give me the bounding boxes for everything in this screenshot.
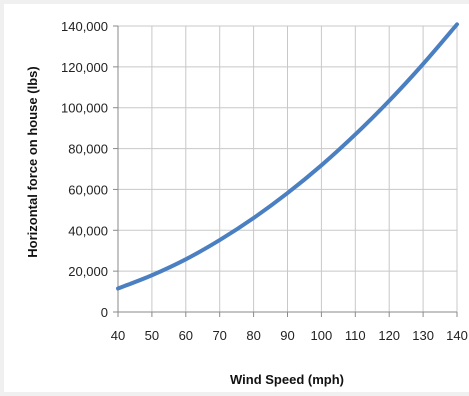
x-tick-label: 50 — [145, 328, 159, 343]
x-tick-label: 120 — [378, 328, 400, 343]
series-group — [116, 22, 459, 291]
y-tick-label: 140,000 — [61, 19, 108, 34]
y-tick-label: 100,000 — [61, 101, 108, 116]
y-tick-label: 20,000 — [68, 264, 108, 279]
chart-frame: 40 50 60 70 80 90 100 110 120 130 140 0 20,000 40,00… — [4, 4, 469, 392]
y-tick-label: 60,000 — [68, 182, 108, 197]
y-tick-label: 40,000 — [68, 223, 108, 238]
line-chart: 40 50 60 70 80 90 100 110 120 130 140 0 20,000 40,00… — [25, 19, 468, 387]
x-axis-ticks: 40 50 60 70 80 90 100 110 120 130 140 — [111, 328, 468, 343]
series-line — [116, 22, 459, 291]
y-tick-label: 120,000 — [61, 60, 108, 75]
axes — [113, 25, 458, 317]
x-tick-label: 140 — [446, 328, 468, 343]
x-tick-label: 110 — [345, 328, 366, 343]
grid — [117, 25, 458, 312]
x-tick-label: 70 — [212, 328, 226, 343]
y-axis-ticks: 0 20,000 40,000 60,000 80,000 100,000 120,000 1… — [61, 19, 108, 320]
x-tick-label: 40 — [111, 328, 125, 343]
x-tick-label: 60 — [179, 328, 193, 343]
y-tick-label: 80,000 — [68, 142, 108, 157]
y-axis-label: Horizontal force on house (lbs) — [25, 66, 40, 257]
x-tick-label: 130 — [412, 328, 434, 343]
x-tick-label: 100 — [311, 328, 333, 343]
y-tick-label: 0 — [101, 305, 108, 320]
x-axis-label: Wind Speed (mph) — [230, 372, 344, 387]
x-tick-label: 90 — [280, 328, 294, 343]
x-tick-label: 80 — [246, 328, 260, 343]
